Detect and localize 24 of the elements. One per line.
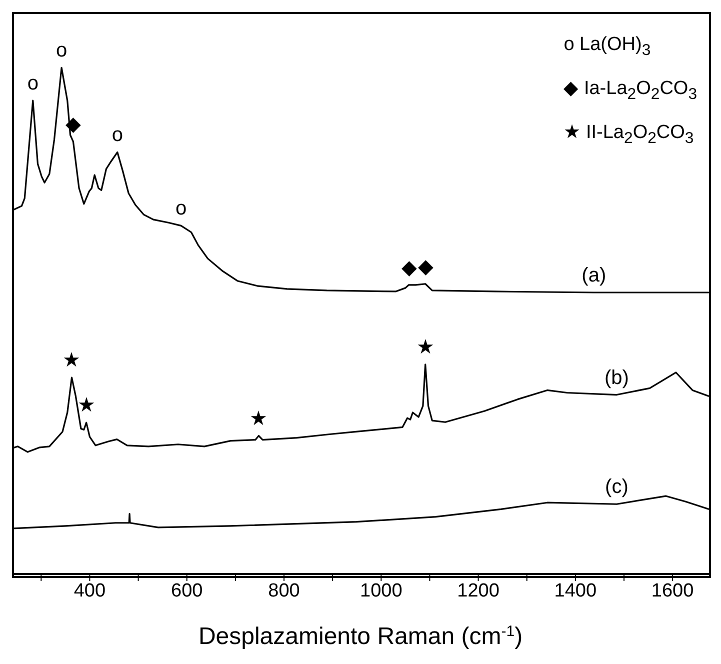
annotation: ★ II-La$_{2}$O$_{2}$CO$_{3}$ xyxy=(564,120,695,148)
x-tick-label: 1600 xyxy=(651,580,694,602)
annotation: ★ xyxy=(250,408,268,430)
annotation: (a) xyxy=(582,264,606,286)
annotation: o xyxy=(112,124,123,146)
x-tick-label: 1000 xyxy=(360,580,402,602)
annotation: ◆ xyxy=(401,256,418,279)
annotation: ★ xyxy=(416,336,434,358)
x-tick-label: 1200 xyxy=(457,580,500,602)
annotation: o xyxy=(56,40,68,62)
x-tick-label: 600 xyxy=(171,580,203,602)
annotation: (b) xyxy=(604,366,629,389)
annotation: ◆ xyxy=(418,256,434,278)
x-axis-title: Desplazamiento Raman (cm$^{-1}$) xyxy=(198,622,523,650)
x-tick-label: 800 xyxy=(268,580,300,602)
annotation: ★ xyxy=(77,394,96,417)
annotation: (c) xyxy=(605,476,628,498)
annotation: ◆ Ia-La$_{2}$O$_{2}$CO$_{3}$ xyxy=(564,76,697,105)
annotation: ★ xyxy=(62,350,81,372)
annotation: o xyxy=(27,72,38,95)
annotation: o xyxy=(175,198,187,220)
text: o La(OH)$_{3}$ xyxy=(564,33,652,61)
x-tick-label: 1400 xyxy=(554,580,597,602)
x-tick-label: 400 xyxy=(74,580,106,602)
